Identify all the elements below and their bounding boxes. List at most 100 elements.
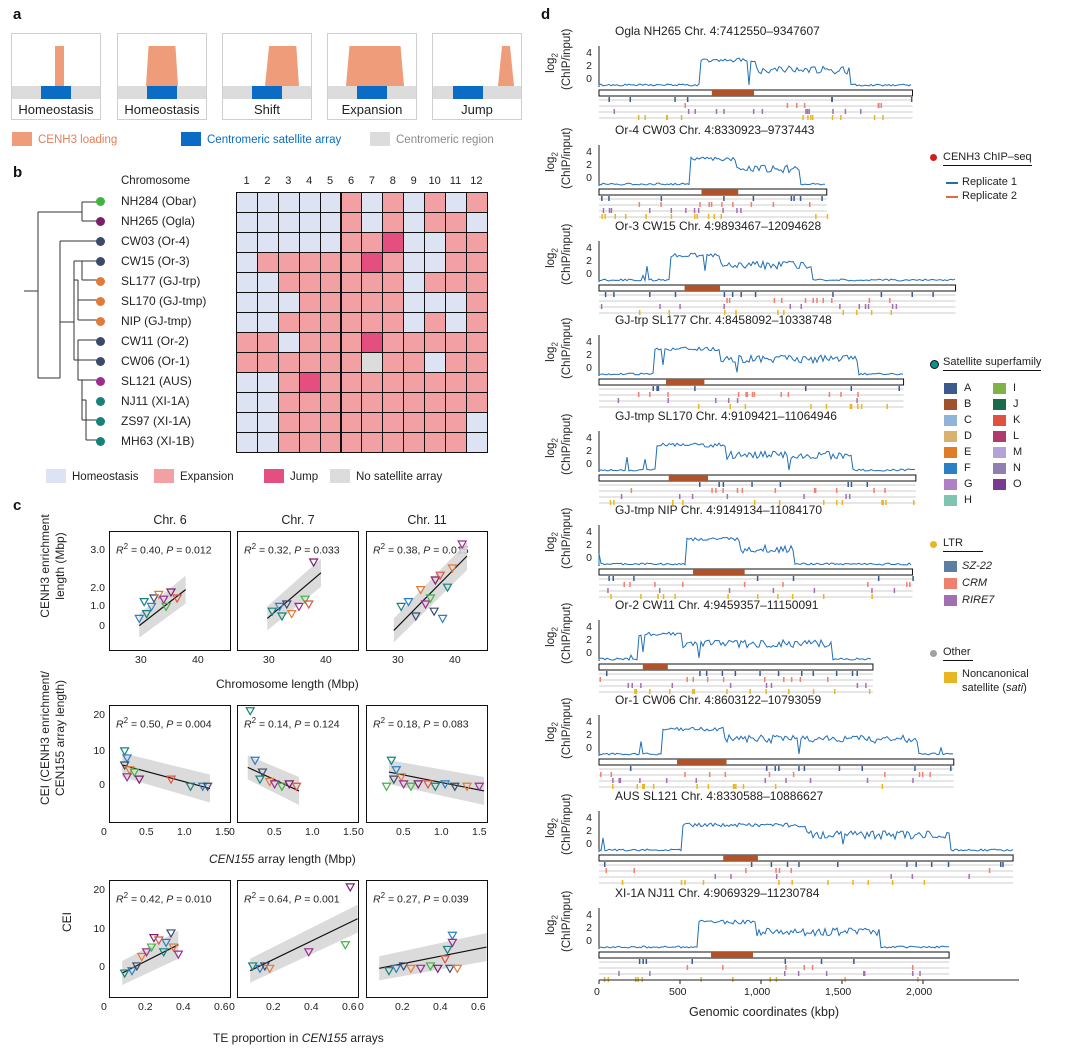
data-point xyxy=(136,952,147,962)
p-label: P xyxy=(423,544,431,557)
data-point xyxy=(158,948,169,958)
data-point xyxy=(168,943,179,953)
heatmap-cell xyxy=(361,312,384,333)
heatmap-cell xyxy=(277,192,300,213)
annotation-mark xyxy=(620,494,623,499)
annotation-mark xyxy=(780,392,782,397)
legend-label: CENH3 loading xyxy=(38,134,118,146)
x-tick-label: 30 xyxy=(392,654,404,666)
annotation-mark xyxy=(950,766,952,771)
annotation-mark xyxy=(923,880,926,885)
scatter-canvas xyxy=(379,931,487,981)
annotation-mark xyxy=(608,196,610,201)
annotation-mark xyxy=(811,965,814,970)
y-tick-label: 10 xyxy=(93,923,105,935)
scatter-plot-box: R2 = 0.50, P = 0.004 xyxy=(109,705,231,823)
annotation-mark xyxy=(736,208,738,213)
column-number: 3 xyxy=(285,175,292,187)
annotation-mark xyxy=(605,671,608,676)
data-point xyxy=(396,602,407,612)
annotation-mark xyxy=(777,594,779,599)
satellite-block xyxy=(677,759,727,765)
annotation-mark xyxy=(722,482,725,487)
r-squared: R xyxy=(373,893,381,906)
stat-label: R2 = 0.32, P = 0.033 xyxy=(244,542,340,557)
annotation-mark xyxy=(613,500,615,505)
y-tick-label: 0 xyxy=(586,268,592,280)
annotation-mark xyxy=(740,292,742,297)
y-tick-label: 20 xyxy=(93,709,105,721)
satellite-array xyxy=(252,86,282,99)
r-squared: R xyxy=(244,718,252,731)
annotation-mark xyxy=(707,214,710,219)
annotation-mark xyxy=(684,103,686,108)
scatter-plot-box: R2 = 0.40, P = 0.012 xyxy=(109,531,231,651)
annotation-mark xyxy=(612,784,614,789)
superfamily-swatch xyxy=(944,479,957,490)
data-point xyxy=(447,931,458,941)
annotation-mark xyxy=(790,196,793,201)
annotation-mark xyxy=(714,874,717,879)
column-number: 7 xyxy=(368,175,375,187)
annotation-mark xyxy=(895,304,898,309)
heatmap-cell xyxy=(298,412,321,433)
x-axis-label: CEN155 array length (Mbp) xyxy=(209,852,356,866)
annotation-mark xyxy=(871,594,873,599)
y-axis-label-log: log2 xyxy=(545,325,561,379)
x-tick-label: 0 xyxy=(229,1001,235,1013)
other-label-2-text: satellite ( xyxy=(962,682,1007,694)
annotation-mark xyxy=(820,959,823,964)
replicate-1-trace xyxy=(598,631,872,661)
annotation-mark xyxy=(696,784,698,789)
data-point xyxy=(430,782,441,792)
y-axis-label: log2 (ChIP/input) xyxy=(545,318,574,379)
r-squared-exp: 2 xyxy=(251,716,257,725)
data-point xyxy=(303,948,314,958)
chip-dot xyxy=(930,154,937,161)
superfamily-swatch xyxy=(944,431,957,442)
data-point xyxy=(447,938,458,948)
box-label: Homeostasis xyxy=(18,102,94,117)
heatmap-cell xyxy=(361,392,384,413)
annotation-mark xyxy=(635,689,638,694)
log-base: 2 xyxy=(550,532,560,537)
heatmap-cell xyxy=(298,332,321,353)
strain-label: NH284 (Obar) xyxy=(121,194,197,208)
log-base: 2 xyxy=(550,627,560,632)
data-point xyxy=(386,756,397,766)
annotation-mark xyxy=(727,594,729,599)
satellite-block xyxy=(668,475,709,481)
annotation-mark xyxy=(779,482,782,487)
annotation-mark xyxy=(631,683,633,688)
r-squared-value: = 0.27, xyxy=(385,893,424,906)
r-squared-exp: 2 xyxy=(123,716,129,725)
y-tick-label: 2 xyxy=(586,60,592,72)
y-axis-label-line: CEI xyxy=(60,912,74,933)
annotation-mark xyxy=(881,500,883,505)
superfamily-swatch xyxy=(944,383,957,394)
log-text: log xyxy=(545,919,557,935)
annotation-mark xyxy=(795,103,798,108)
heatmap-cell xyxy=(403,412,426,433)
annotation-mark xyxy=(694,386,696,391)
heatmap-cell xyxy=(465,312,488,333)
y-axis-label-log: log2 xyxy=(545,801,561,855)
annotation-mark xyxy=(617,398,620,403)
column-number: 5 xyxy=(327,175,334,187)
annotation-mark xyxy=(713,214,715,219)
log-text: log xyxy=(545,822,557,838)
annotation-mark xyxy=(932,292,934,297)
annotation-mark xyxy=(672,500,674,505)
annotation-mark xyxy=(799,677,802,682)
heatmap-cell xyxy=(424,192,446,213)
ltr-swatch xyxy=(944,561,957,572)
cenh3-peak xyxy=(498,46,514,86)
annotation-mark xyxy=(765,683,768,688)
annotation-mark xyxy=(691,959,693,964)
annotation-mark xyxy=(629,97,632,102)
annotation-mark xyxy=(853,959,855,964)
r-squared-exp: 2 xyxy=(380,716,386,725)
scatter-plot-box: R2 = 0.18, P = 0.083 xyxy=(366,705,488,823)
annotation-mark xyxy=(735,310,737,315)
heatmap-cell xyxy=(465,432,488,453)
